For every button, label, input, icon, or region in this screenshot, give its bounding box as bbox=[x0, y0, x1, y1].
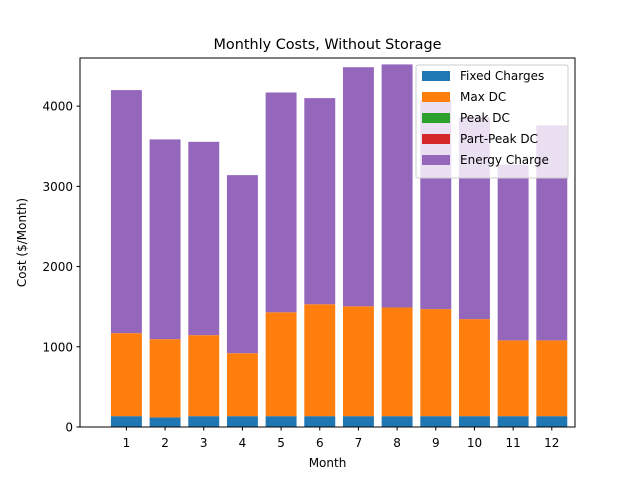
bar-segment bbox=[497, 340, 529, 417]
bar-segment bbox=[420, 309, 452, 417]
x-tick-label: 11 bbox=[505, 436, 520, 450]
bars-group bbox=[110, 64, 568, 427]
bar-segment bbox=[536, 416, 568, 427]
bar-segment bbox=[536, 340, 568, 417]
legend: Fixed Charges Max DC Peak DC Part-Peak DC En… bbox=[415, 64, 569, 179]
bar-segment bbox=[149, 139, 181, 340]
x-tick-label: 5 bbox=[277, 436, 285, 450]
bar-segment bbox=[381, 416, 413, 427]
bar-segment bbox=[265, 312, 297, 417]
bar-segment bbox=[304, 304, 336, 417]
bar-segment bbox=[304, 98, 336, 305]
x-tick-label: 3 bbox=[200, 436, 208, 450]
bar-segment bbox=[458, 319, 490, 417]
y-tick-label: 4000 bbox=[42, 100, 73, 114]
legend-swatch bbox=[422, 92, 450, 102]
bar-segment bbox=[226, 353, 258, 417]
bar-segment bbox=[188, 335, 220, 417]
legend-label: Part-Peak DC bbox=[460, 132, 538, 146]
series-max-dc bbox=[110, 304, 568, 418]
bar-segment bbox=[188, 141, 220, 336]
x-tick-label: 12 bbox=[544, 436, 559, 450]
bar-segment bbox=[188, 416, 220, 427]
y-axis-label: Cost ($/Month) bbox=[15, 198, 29, 287]
bar-segment bbox=[342, 67, 374, 307]
legend-label: Energy Charge bbox=[460, 153, 549, 167]
x-tick-label: 7 bbox=[355, 436, 363, 450]
bar-segment bbox=[110, 90, 142, 334]
bar-segment bbox=[458, 416, 490, 427]
y-tick-label: 0 bbox=[65, 421, 73, 435]
x-axis-label: Month bbox=[309, 456, 347, 470]
series-fixed-charges bbox=[110, 416, 568, 427]
bar-segment bbox=[497, 164, 529, 341]
x-tick-label: 1 bbox=[123, 436, 131, 450]
bar-segment bbox=[265, 416, 297, 427]
x-tick-label: 9 bbox=[432, 436, 440, 450]
x-tick-label: 6 bbox=[316, 436, 324, 450]
bar-segment bbox=[149, 339, 181, 418]
bar-segment bbox=[342, 306, 374, 417]
bar-segment bbox=[381, 307, 413, 417]
y-tick-label: 1000 bbox=[42, 340, 73, 354]
bar-segment bbox=[226, 416, 258, 427]
bar-segment bbox=[110, 416, 142, 427]
plot-frame bbox=[79, 57, 576, 428]
x-axis: 1 2 3 4 5 6 7 8 9 10 11 12 bbox=[123, 427, 559, 450]
legend-box bbox=[415, 64, 569, 179]
bar-segment bbox=[265, 92, 297, 313]
x-tick-label: 10 bbox=[467, 436, 482, 450]
bar-segment bbox=[226, 175, 258, 354]
legend-swatch bbox=[422, 113, 450, 123]
bar-segment bbox=[110, 333, 142, 417]
legend-label: Fixed Charges bbox=[460, 69, 544, 83]
bar-segment bbox=[497, 416, 529, 427]
y-axis: 0 1000 2000 3000 4000 bbox=[42, 100, 80, 435]
legend-swatch bbox=[422, 155, 450, 165]
x-tick-label: 8 bbox=[393, 436, 401, 450]
bar-segment bbox=[342, 416, 374, 427]
bar-segment bbox=[149, 417, 181, 427]
x-tick-label: 2 bbox=[161, 436, 169, 450]
y-tick-label: 3000 bbox=[42, 180, 73, 194]
legend-label: Peak DC bbox=[460, 111, 510, 125]
x-tick-label: 4 bbox=[239, 436, 247, 450]
bar-segment bbox=[420, 416, 452, 427]
bar-segment bbox=[381, 64, 413, 308]
chart-title: Monthly Costs, Without Storage bbox=[214, 37, 442, 53]
legend-swatch bbox=[422, 71, 450, 81]
legend-label: Max DC bbox=[460, 90, 506, 104]
legend-swatch bbox=[422, 134, 450, 144]
y-tick-label: 2000 bbox=[42, 260, 73, 274]
bar-segment bbox=[304, 416, 336, 427]
